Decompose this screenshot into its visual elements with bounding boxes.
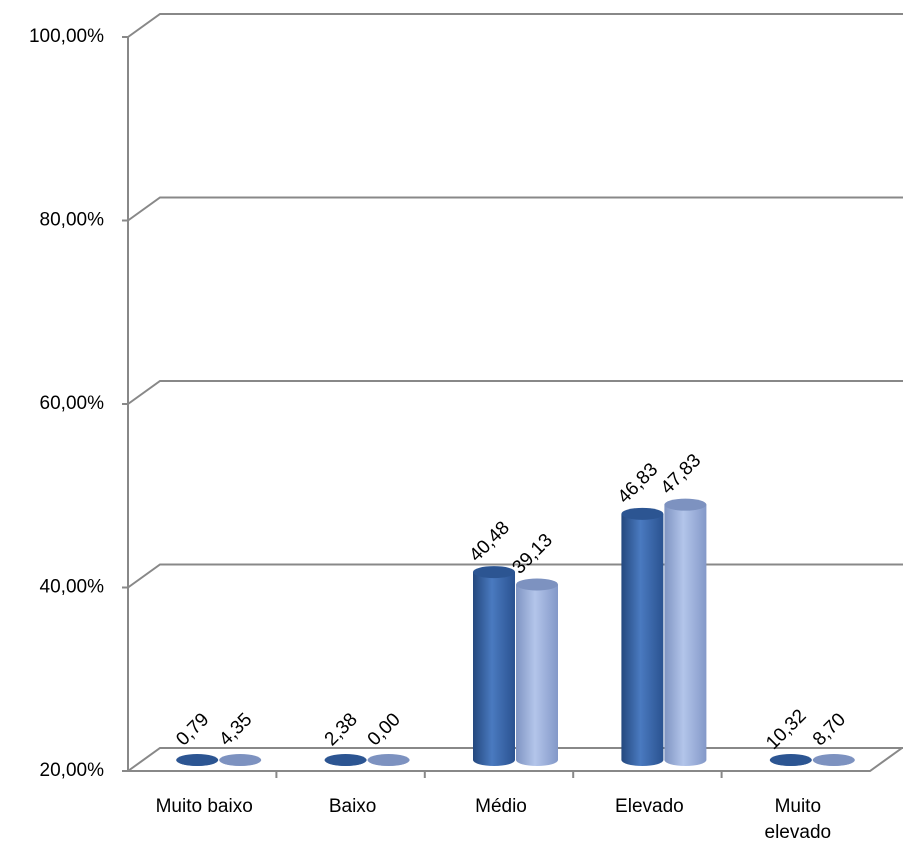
bar-part	[473, 572, 515, 766]
bar-part	[621, 513, 664, 766]
bar-part	[367, 754, 410, 766]
bar-part	[664, 498, 707, 511]
bar	[769, 754, 812, 766]
bar	[219, 754, 262, 766]
value-label: 47,83	[657, 450, 705, 498]
value-label: 0,79	[172, 709, 213, 750]
bar-part	[473, 566, 515, 579]
bar-part	[176, 754, 219, 766]
value-label: 40,48	[465, 518, 513, 566]
floor-edge	[128, 747, 903, 772]
y-tick-label: 20,00%	[40, 760, 105, 781]
bar	[516, 578, 558, 766]
value-label: 4,35	[215, 709, 256, 750]
value-label: 2,38	[321, 709, 362, 750]
grid-line	[127, 13, 903, 38]
bar-part	[516, 584, 558, 766]
bar	[367, 754, 410, 766]
x-tick-label: Médio	[475, 796, 527, 817]
y-tick-label: 40,00%	[40, 577, 105, 598]
bar-part	[219, 754, 262, 766]
bar-part	[516, 578, 558, 591]
x-tick-label: Muito baixo	[155, 796, 253, 817]
x-tick-label: Muito elevado	[764, 796, 832, 843]
y-tick-label: 60,00%	[40, 393, 105, 414]
value-label: 0,00	[364, 709, 405, 750]
grid-line	[127, 196, 903, 222]
bar-part	[621, 507, 664, 520]
bar-part	[324, 754, 367, 766]
bar	[176, 754, 219, 766]
y-tick-label: 80,00%	[40, 210, 105, 231]
bar	[664, 498, 707, 766]
bar-part	[769, 754, 812, 766]
value-label: 10,32	[762, 705, 810, 753]
bar	[324, 754, 367, 766]
value-label: 39,13	[508, 530, 556, 578]
bar-part	[812, 754, 855, 766]
grid-line	[127, 380, 903, 405]
value-label: 46,83	[614, 459, 662, 507]
bar-part	[664, 504, 707, 766]
x-tick-label: Elevado	[615, 796, 684, 817]
value-label: 8,70	[809, 709, 850, 750]
x-tick-label: Baixo	[328, 796, 377, 817]
bar	[473, 566, 515, 766]
bar	[621, 507, 664, 766]
y-tick-label: 100,00%	[29, 26, 104, 47]
bar	[812, 754, 855, 766]
